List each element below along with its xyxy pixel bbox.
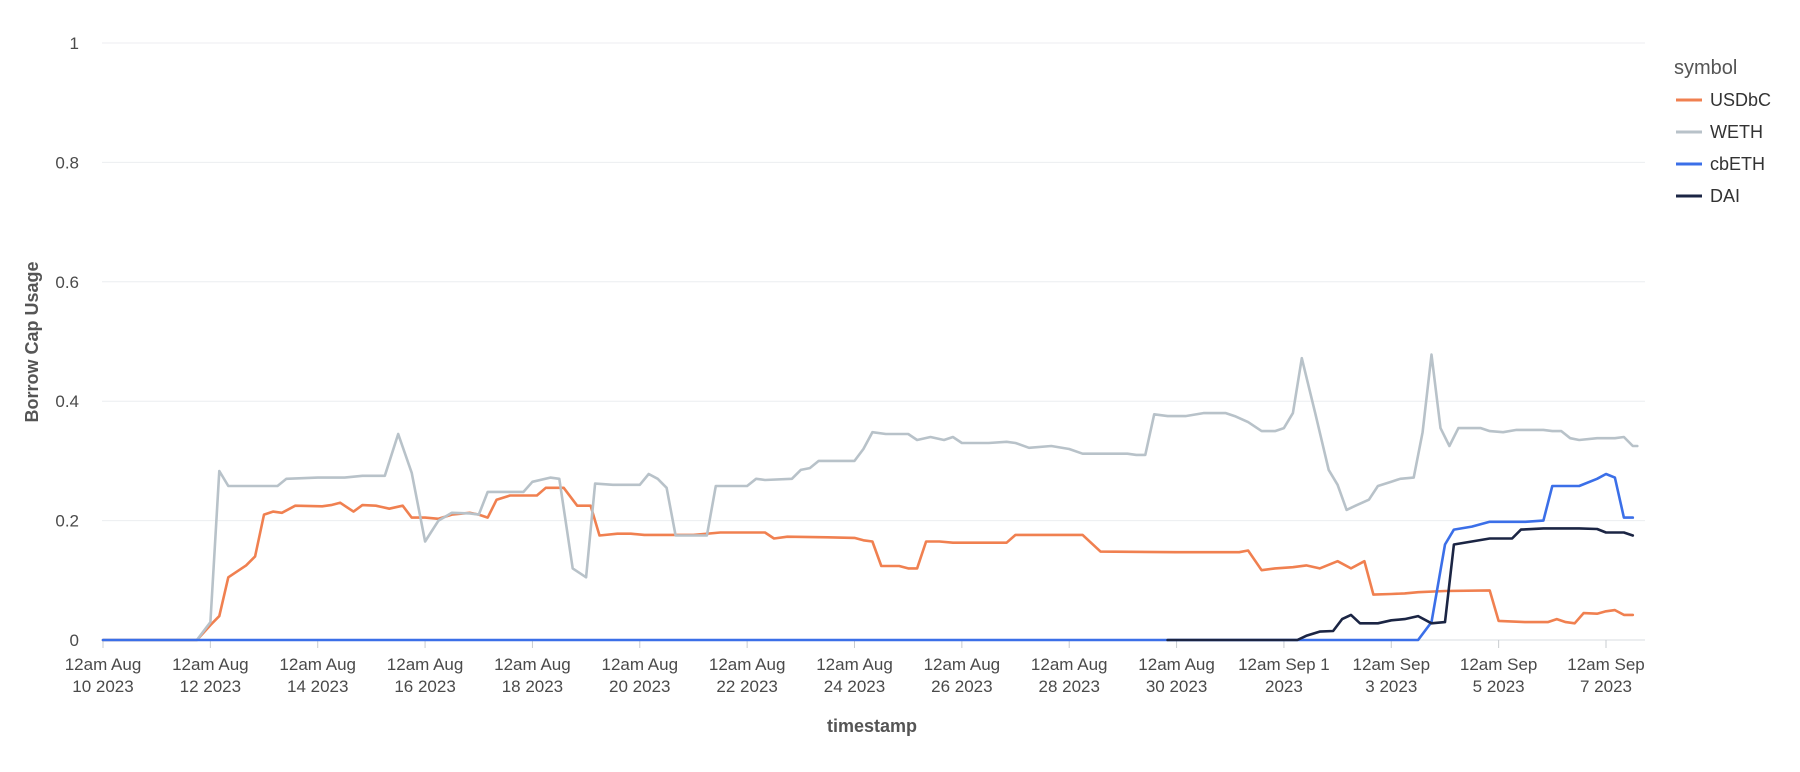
x-tick-label: 12am Aug 16 2023 <box>387 655 464 696</box>
legend: symbol USDbC WETH cbETH DAI <box>1674 57 1771 206</box>
x-tick-label: 12am Aug 14 2023 <box>279 655 356 696</box>
y-tick-label: 0.2 <box>55 512 79 531</box>
series-line-usdbc <box>101 486 1635 642</box>
legend-label: DAI <box>1710 186 1740 206</box>
x-tick-label: 12am Aug 26 2023 <box>924 655 1001 696</box>
x-tick-label: 12am Aug 24 2023 <box>816 655 893 696</box>
legend-label: WETH <box>1710 122 1763 142</box>
y-tick-label: 0 <box>70 631 79 650</box>
y-tick-label: 0.4 <box>55 392 79 411</box>
y-tick-label: 1 <box>70 34 79 53</box>
x-axis-ticks: 12am Aug 10 2023 12am Aug 12 2023 12am Aug 14… <box>65 640 1645 696</box>
series-line-dai <box>1166 527 1635 642</box>
x-tick-label: 12am Aug 22 2023 <box>709 655 786 696</box>
y-tick-label: 0.8 <box>55 153 79 172</box>
x-tick-label: 12am Sep 5 2023 <box>1460 655 1538 696</box>
legend-items: USDbC WETH cbETH DAI <box>1676 90 1771 206</box>
y-axis-ticks: 0 0.2 0.4 0.6 0.8 1 <box>55 34 79 650</box>
gridlines <box>102 42 1645 641</box>
series-line-weth <box>101 353 1639 642</box>
x-tick-label: 12am Sep 1 2023 <box>1238 655 1330 696</box>
legend-label: USDbC <box>1710 90 1771 110</box>
x-tick-label: 12am Aug 18 2023 <box>494 655 571 696</box>
series-lines <box>101 353 1639 642</box>
legend-title: symbol <box>1674 57 1737 79</box>
y-axis-title: Borrow Cap Usage <box>22 261 42 422</box>
x-tick-label: 12am Aug 28 2023 <box>1031 655 1108 696</box>
x-axis-title: timestamp <box>827 716 917 736</box>
x-tick-label: 12am Aug 10 2023 <box>65 655 142 696</box>
x-tick-label: 12am Aug 30 2023 <box>1138 655 1215 696</box>
legend-label: cbETH <box>1710 154 1765 174</box>
series-line-cbeth <box>101 472 1635 642</box>
y-tick-label: 0.6 <box>55 273 79 292</box>
x-tick-label: 12am Aug 20 2023 <box>602 655 679 696</box>
x-tick-label: 12am Sep 7 2023 <box>1567 655 1645 696</box>
x-tick-label: 12am Aug 12 2023 <box>172 655 249 696</box>
x-tick-label: 12am Sep 3 2023 <box>1353 655 1431 696</box>
